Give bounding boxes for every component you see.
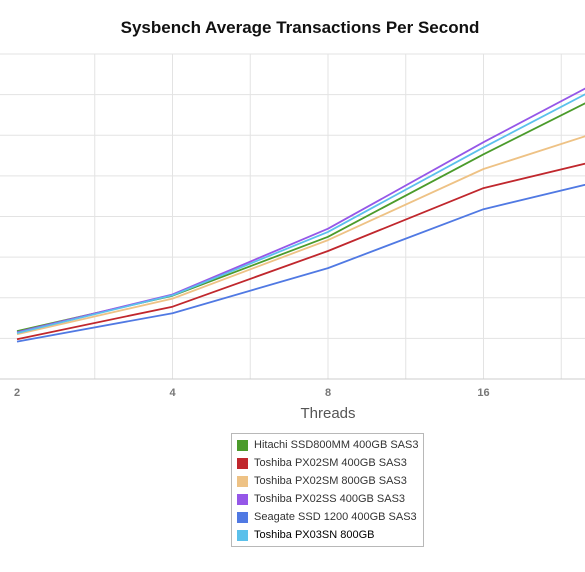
legend-item[interactable]: Toshiba PX03SN 800GB <box>232 526 423 544</box>
series-line <box>16 162 585 341</box>
legend-label: Toshiba PX02SS 400GB SAS3 <box>254 493 406 505</box>
legend-label: Hitachi SSD800MM 400GB SAS3 <box>254 439 419 451</box>
x-axis-tick-labels: 2 4 8 16 <box>14 387 490 399</box>
legend-label: Toshiba PX03SN 800GB <box>254 529 375 541</box>
legend-swatch <box>237 493 248 505</box>
legend-item[interactable]: Hitachi SSD800MM 400GB SAS3 <box>232 436 423 454</box>
legend-item[interactable]: Seagate SSD 1200 400GB SAS3 <box>232 508 423 526</box>
series-line <box>16 87 585 334</box>
series-line <box>16 93 585 334</box>
legend-swatch <box>237 439 248 451</box>
series-line <box>16 135 585 336</box>
chart-title: Sysbench Average Transactions Per Second <box>120 18 480 37</box>
legend-label: Seagate SSD 1200 400GB SAS3 <box>254 511 417 523</box>
legend-swatch <box>237 457 248 469</box>
x-axis-label: Threads <box>300 405 355 422</box>
legend-swatch <box>237 511 248 523</box>
legend-swatch <box>237 475 248 487</box>
x-tick-label: 4 <box>169 387 176 399</box>
legend-item[interactable]: Toshiba PX02SS 400GB SAS3 <box>232 490 423 508</box>
legend-item[interactable]: Toshiba PX02SM 800GB SAS3 <box>232 472 423 490</box>
series-line <box>16 102 585 332</box>
legend-label: Toshiba PX02SM 400GB SAS3 <box>254 457 407 469</box>
legend-swatch <box>237 529 248 541</box>
legend-label: Toshiba PX02SM 800GB SAS3 <box>254 475 407 487</box>
legend-item[interactable]: Toshiba PX02SM 400GB SAS3 <box>232 454 423 472</box>
x-tick-label: 2 <box>14 387 20 399</box>
series-lines <box>16 87 585 343</box>
legend: Hitachi SSD800MM 400GB SAS3 Toshiba PX02S… <box>231 433 424 547</box>
line-chart: 2 4 8 16 Threads <box>0 53 585 422</box>
x-tick-label: 16 <box>477 387 489 399</box>
series-line <box>16 183 585 343</box>
horizontal-gridlines <box>0 53 585 380</box>
x-tick-label: 8 <box>325 387 331 399</box>
